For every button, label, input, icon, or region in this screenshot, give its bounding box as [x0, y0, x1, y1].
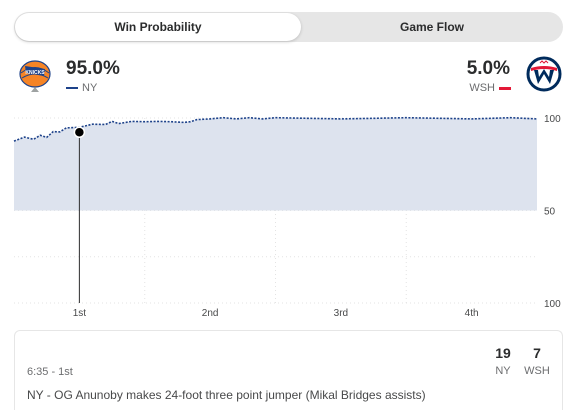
ny-score: 19 [495, 345, 511, 361]
y-axis-labels: 100 50 100 [544, 114, 561, 310]
y-tick-label: 100 [544, 114, 561, 125]
play-description: NY - OG Anunoby makes 24-foot three poin… [27, 388, 426, 402]
x-tick-label: 4th [465, 308, 479, 319]
hover-marker-dot[interactable] [73, 126, 86, 138]
ny-probability-area [14, 117, 537, 211]
x-axis-labels: 1st 2nd 3rd 4th [73, 308, 479, 319]
knicks-logo: KNICKS [19, 60, 51, 92]
win-probability-chart[interactable]: 100 50 100 1st 2nd 3rd 4th [0, 100, 578, 325]
tab-win-probability[interactable]: Win Probability [15, 13, 301, 41]
wizards-logo [526, 56, 562, 92]
wsh-win-probability: 5.0% [466, 58, 510, 79]
x-tick-label: 3rd [334, 308, 348, 319]
ny-score-label: NY [495, 365, 511, 377]
ny-line-swatch [66, 87, 78, 89]
y-tick-label: 100 [544, 299, 561, 310]
svg-text:KNICKS: KNICKS [25, 70, 45, 76]
tab-game-flow[interactable]: Game Flow [399, 20, 464, 34]
play-card: 19 7 NY WSH 6:35 - 1st NY - OG Anunoby m… [14, 330, 563, 410]
ny-abbr: NY [82, 82, 98, 94]
ny-win-probability: 95.0% [66, 58, 120, 79]
x-tick-label: 1st [73, 308, 87, 319]
wsh-line-swatch [499, 86, 511, 90]
x-tick-label: 2nd [202, 308, 219, 319]
ny-legend: NY [66, 82, 97, 94]
chart-tab-bar: Win Probability Game Flow [14, 12, 563, 42]
wsh-score: 7 [533, 345, 541, 361]
wsh-abbr: WSH [469, 82, 495, 94]
y-tick-label: 50 [544, 207, 556, 218]
play-clock: 6:35 - 1st [27, 366, 73, 378]
ny-probability-line [13, 116, 538, 142]
wsh-score-label: WSH [524, 365, 550, 377]
wsh-legend: WSH [469, 82, 511, 94]
